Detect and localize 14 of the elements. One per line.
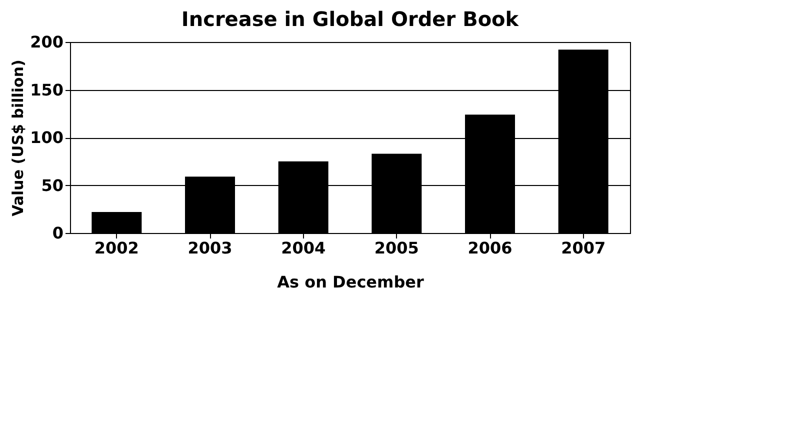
y-tick-label: 50 [41, 176, 64, 195]
x-tick-label: 2004 [281, 238, 326, 258]
y-tick-label: 150 [30, 80, 64, 100]
x-axis-title: As on December [277, 272, 424, 292]
x-tick-label: 2003 [188, 238, 232, 258]
chart-title: Increase in Global Order Book [181, 7, 520, 31]
y-tick-label: 100 [30, 128, 64, 147]
x-tick-label: 2007 [561, 238, 606, 258]
x-tick-label: 2002 [94, 238, 139, 258]
y-tick-label: 200 [30, 32, 64, 52]
x-tick-label: 2006 [468, 238, 512, 258]
y-tick-label: 0 [52, 224, 64, 242]
y-axis-title: Value (US$ billion) [9, 60, 28, 216]
x-tick-label: 2005 [374, 238, 419, 258]
